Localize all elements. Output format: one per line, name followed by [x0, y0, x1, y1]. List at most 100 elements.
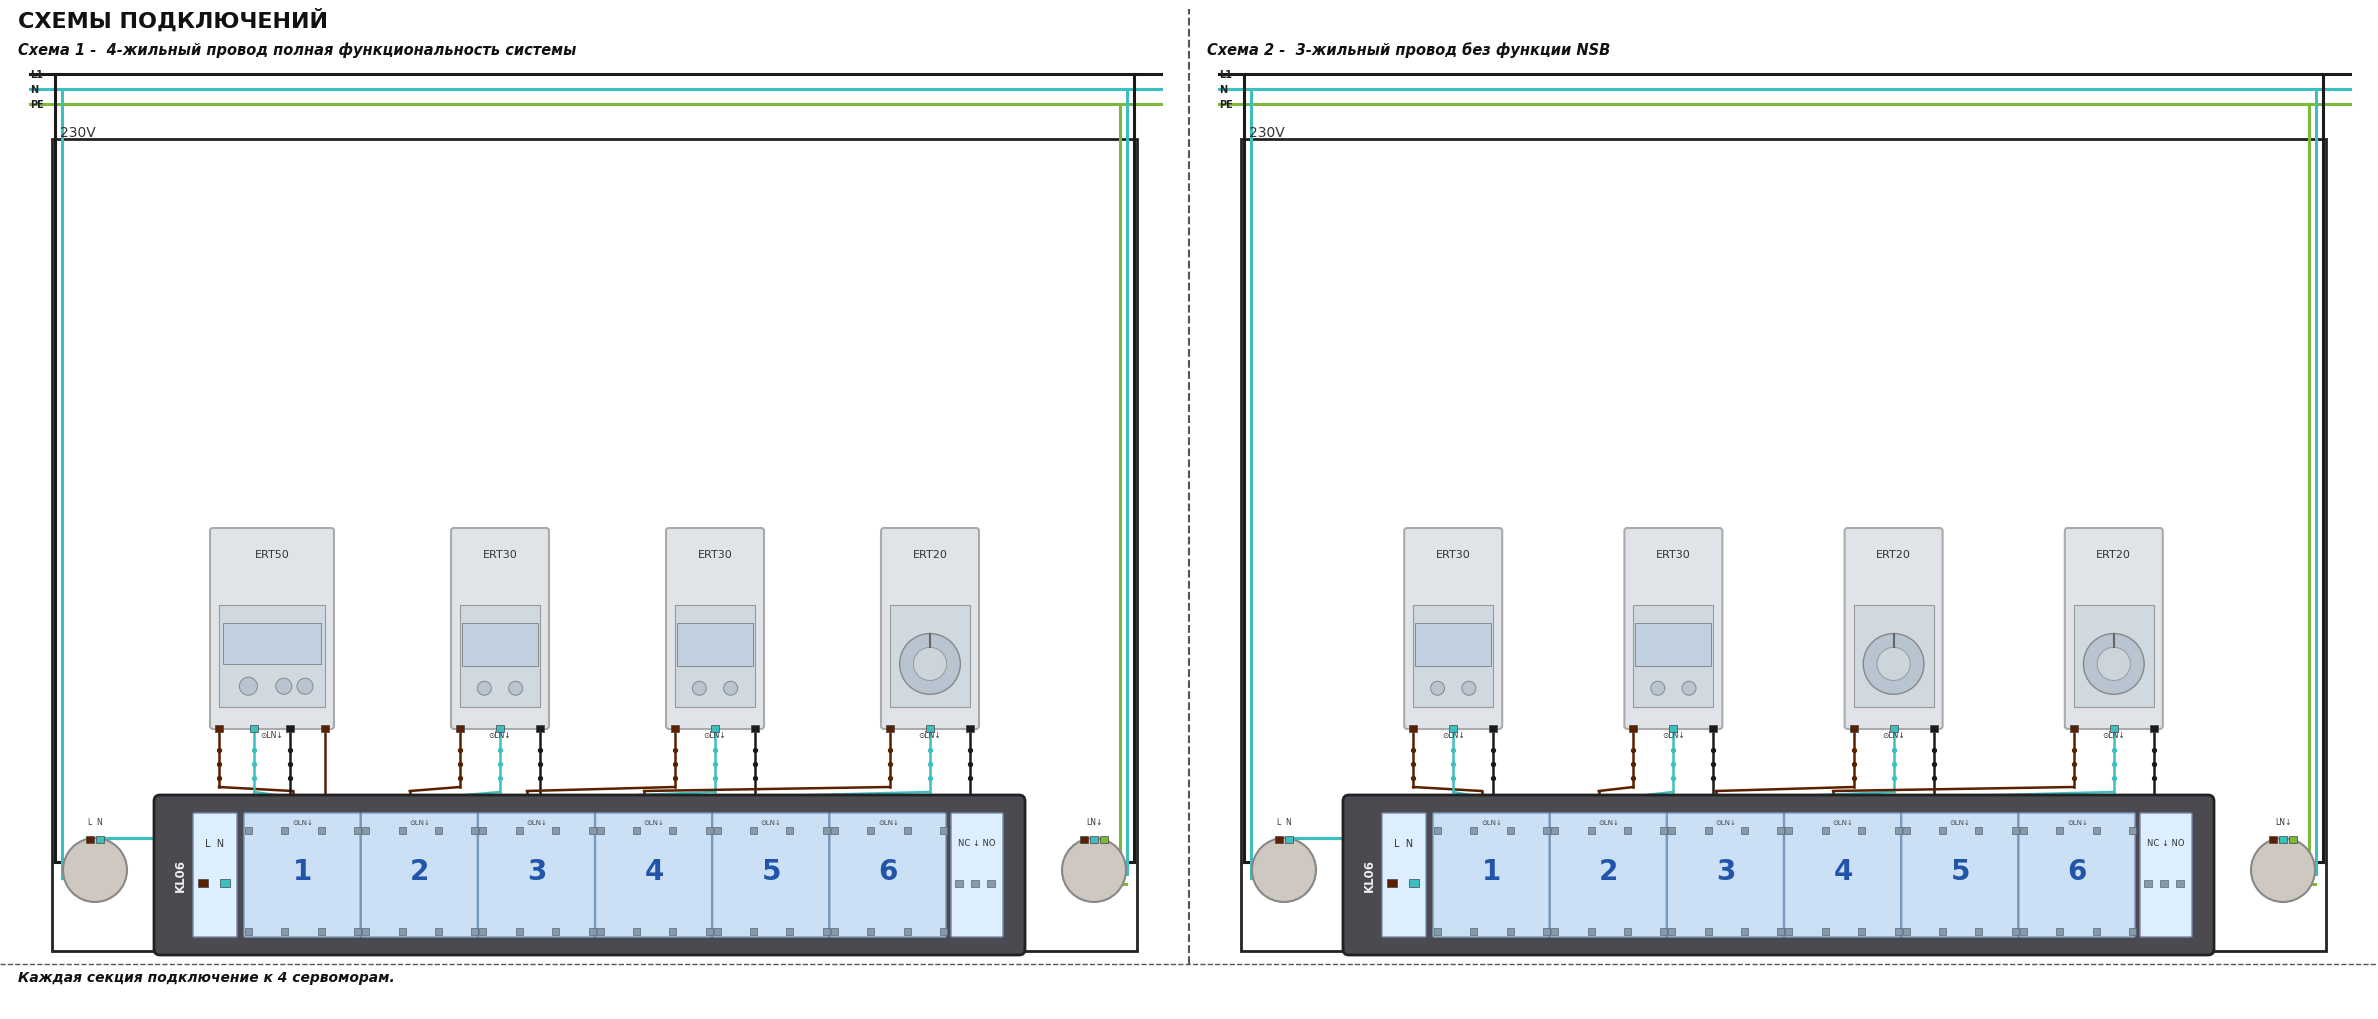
- Bar: [939, 827, 946, 835]
- FancyBboxPatch shape: [452, 529, 549, 730]
- Text: СХЕМЫ ПОДКЛЮЧЕНИЙ: СХЕМЫ ПОДКЛЮЧЕНИЙ: [19, 8, 328, 32]
- Text: 1: 1: [292, 857, 312, 886]
- Bar: [1508, 928, 1515, 935]
- Bar: [95, 837, 105, 843]
- Bar: [1241, 140, 2326, 951]
- FancyBboxPatch shape: [209, 529, 333, 730]
- FancyBboxPatch shape: [2019, 813, 2135, 937]
- Bar: [2057, 827, 2064, 835]
- Bar: [904, 928, 911, 935]
- Bar: [713, 928, 721, 935]
- Circle shape: [2083, 634, 2145, 695]
- Bar: [1434, 928, 1441, 935]
- Text: PE: PE: [31, 100, 43, 110]
- Text: L  N: L N: [205, 839, 224, 848]
- Text: ⊙LN↓: ⊙LN↓: [262, 731, 283, 740]
- Circle shape: [1681, 682, 1696, 696]
- Text: 230V: 230V: [59, 126, 95, 140]
- FancyBboxPatch shape: [1550, 813, 1667, 937]
- Circle shape: [1432, 682, 1443, 696]
- Text: ERT30: ERT30: [697, 550, 732, 559]
- Text: Схема 1 -  4-жильный провод полная функциональность системы: Схема 1 - 4-жильный провод полная функци…: [19, 42, 575, 57]
- Bar: [86, 837, 95, 843]
- Bar: [1101, 837, 1108, 843]
- Bar: [1589, 928, 1596, 935]
- Bar: [1413, 605, 1493, 707]
- Bar: [668, 928, 675, 935]
- Bar: [221, 878, 231, 887]
- Text: Схема 2 -  3-жильный провод без функции NSB: Схема 2 - 3-жильный провод без функции N…: [1208, 42, 1610, 58]
- Text: 5: 5: [1950, 857, 1969, 886]
- Bar: [552, 928, 559, 935]
- Bar: [830, 928, 837, 935]
- Bar: [787, 928, 794, 935]
- Bar: [197, 878, 207, 887]
- Text: NC ↓ NO: NC ↓ NO: [958, 839, 996, 848]
- Bar: [245, 928, 252, 935]
- Bar: [400, 928, 407, 935]
- Bar: [1470, 827, 1477, 835]
- Circle shape: [240, 678, 257, 696]
- Bar: [1850, 726, 1857, 733]
- Bar: [1669, 928, 1676, 935]
- Bar: [1543, 827, 1550, 835]
- Circle shape: [1876, 648, 1910, 681]
- FancyBboxPatch shape: [1624, 529, 1722, 730]
- Text: 3: 3: [1717, 857, 1736, 886]
- Bar: [245, 827, 252, 835]
- Text: ERT30: ERT30: [1436, 550, 1470, 559]
- Bar: [1902, 827, 1910, 835]
- Bar: [1776, 827, 1784, 835]
- Bar: [2069, 726, 2078, 733]
- Bar: [1448, 726, 1458, 733]
- Bar: [480, 928, 487, 935]
- Bar: [956, 879, 963, 887]
- Bar: [552, 827, 559, 835]
- Bar: [471, 928, 478, 935]
- Text: ⊙LN↓: ⊙LN↓: [2066, 819, 2088, 825]
- Bar: [1386, 878, 1396, 887]
- Circle shape: [2252, 839, 2316, 902]
- Bar: [1660, 827, 1667, 835]
- Text: ⊙LN↓: ⊙LN↓: [1883, 731, 1905, 740]
- Bar: [2176, 879, 2183, 887]
- Bar: [706, 928, 713, 935]
- Bar: [361, 827, 369, 835]
- Bar: [970, 879, 980, 887]
- Bar: [2269, 837, 2278, 843]
- Bar: [321, 726, 328, 733]
- Bar: [354, 928, 361, 935]
- Text: PE: PE: [1220, 100, 1232, 110]
- Bar: [939, 928, 946, 935]
- Bar: [1852, 605, 1933, 707]
- Text: N: N: [31, 85, 38, 95]
- Text: ⊙LN↓: ⊙LN↓: [487, 731, 511, 740]
- Text: LN↓: LN↓: [2276, 817, 2290, 826]
- Text: ⊙LN↓: ⊙LN↓: [704, 731, 725, 740]
- Circle shape: [478, 682, 492, 696]
- FancyBboxPatch shape: [361, 813, 478, 937]
- Bar: [457, 726, 464, 733]
- Text: L  N: L N: [88, 817, 102, 826]
- Text: L  N: L N: [1394, 839, 1413, 848]
- FancyBboxPatch shape: [1784, 813, 1900, 937]
- Bar: [1938, 827, 1945, 835]
- Bar: [1636, 624, 1712, 666]
- Bar: [1508, 827, 1515, 835]
- Bar: [633, 827, 640, 835]
- Bar: [587, 928, 594, 935]
- Text: 4: 4: [1833, 857, 1852, 886]
- Bar: [668, 827, 675, 835]
- Bar: [480, 827, 487, 835]
- Bar: [1410, 726, 1417, 733]
- Bar: [1929, 726, 1938, 733]
- FancyBboxPatch shape: [2140, 813, 2193, 937]
- Text: 1: 1: [1481, 857, 1501, 886]
- Bar: [435, 928, 442, 935]
- Bar: [1629, 726, 1638, 733]
- Text: ⊙LN↓: ⊙LN↓: [877, 819, 899, 825]
- Bar: [1284, 837, 1294, 843]
- Text: ⊙LN↓: ⊙LN↓: [1481, 819, 1503, 825]
- Bar: [823, 928, 830, 935]
- Circle shape: [509, 682, 523, 696]
